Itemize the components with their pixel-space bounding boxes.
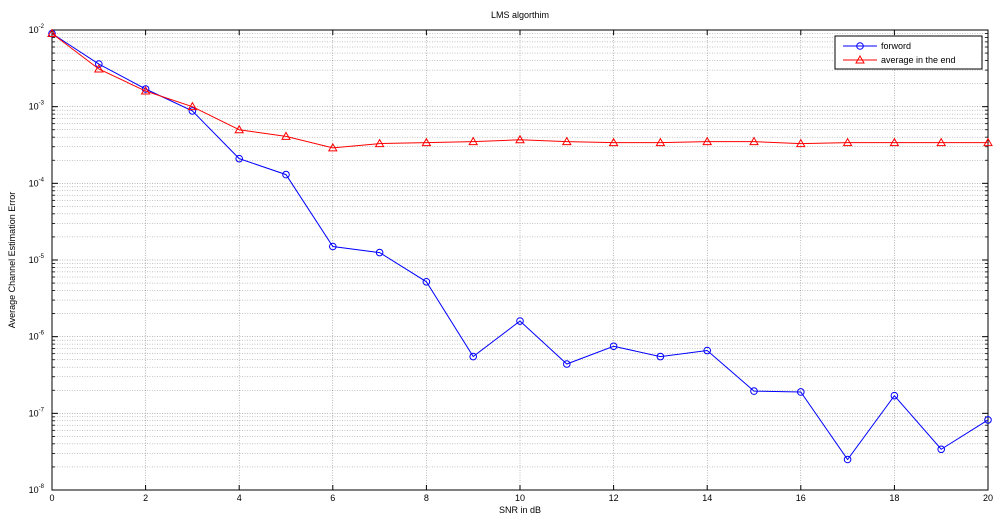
data-point-forword [843, 455, 852, 464]
data-point-average-in-the-end [655, 137, 666, 147]
series-layer [47, 28, 993, 464]
data-point-average-in-the-end [983, 137, 993, 147]
data-point-average-in-the-end [234, 124, 245, 134]
data-point-forword [984, 416, 992, 424]
legend-marker-shape [856, 42, 864, 50]
data-point-average-in-the-end [608, 137, 619, 147]
y-axis-label: Average Channel Estimation Error [7, 192, 17, 328]
x-tick-label: 8 [424, 493, 429, 503]
data-point-forword [282, 170, 290, 179]
data-point-average-in-the-end [93, 63, 104, 73]
x-tick-label: 14 [702, 493, 712, 503]
data-point-average-in-the-end [936, 137, 947, 147]
data-point-forword [797, 388, 805, 396]
series-line-forword [51, 33, 989, 461]
x-tick-label: 18 [889, 493, 899, 503]
x-tick-label: 2 [143, 493, 148, 503]
legend-marker-triangle [855, 54, 865, 64]
legend-entry-average-in-the-end: average in the end [843, 54, 956, 65]
x-tick-label: 4 [237, 493, 242, 503]
data-point-average-in-the-end [281, 131, 291, 140]
series-average-in-the-end [47, 28, 993, 152]
x-tick-label: 6 [330, 493, 335, 503]
y-tick-label: 10-4 [29, 177, 45, 188]
data-point-average-in-the-end [515, 134, 525, 144]
legend-marker-circle [856, 42, 864, 50]
data-point-forword [235, 154, 243, 163]
data-point-forword [890, 391, 899, 400]
y-tick-label: 10-7 [29, 407, 45, 418]
series-forword [48, 29, 992, 464]
data-point-forword [937, 445, 946, 454]
data-point-average-in-the-end [468, 136, 479, 146]
x-tick-label: 16 [796, 493, 806, 503]
y-tick-label: 10-3 [29, 101, 45, 112]
series-line-average-in-the-end [51, 33, 988, 149]
data-point-average-in-the-end [842, 137, 853, 147]
data-point-forword [563, 360, 571, 368]
chart-title: LMS algorthim [491, 10, 549, 20]
data-point-forword [469, 352, 478, 361]
data-point-forword [750, 387, 758, 395]
data-point-average-in-the-end [749, 136, 759, 146]
data-point-average-in-the-end [140, 86, 151, 95]
data-point-forword [329, 242, 337, 251]
data-point-average-in-the-end [374, 138, 385, 148]
data-point-forword [656, 352, 665, 361]
data-point-average-in-the-end [561, 136, 572, 146]
x-tick-label: 10 [515, 493, 525, 503]
y-tick-label: 10-5 [29, 254, 45, 265]
legend-label-forword: forword [881, 41, 911, 51]
legend: forword average in the end [834, 35, 983, 70]
data-point-forword [703, 346, 712, 355]
data-point-average-in-the-end [795, 138, 806, 148]
data-point-average-in-the-end [327, 142, 338, 152]
grid [51, 29, 989, 491]
data-point-forword [95, 60, 103, 68]
x-tick-label: 12 [609, 493, 619, 503]
legend-marker-shape [855, 54, 865, 64]
data-point-average-in-the-end [889, 137, 900, 147]
data-point-forword [188, 107, 197, 115]
x-tick-label: 0 [49, 493, 54, 503]
data-point-average-in-the-end [421, 137, 432, 147]
y-tick-label: 10-6 [29, 331, 45, 342]
data-point-forword [516, 317, 524, 325]
data-point-forword [375, 248, 384, 257]
data-point-forword [609, 342, 618, 351]
y-tick-label: 10-8 [29, 484, 45, 495]
data-point-average-in-the-end [187, 101, 198, 111]
data-point-average-in-the-end [702, 136, 713, 146]
data-point-forword [422, 277, 431, 286]
legend-entry-forword: forword [843, 41, 911, 51]
legend-label-average-in-the-end: average in the end [881, 55, 956, 65]
y-tick-label: 10-2 [29, 24, 45, 35]
data-point-average-in-the-end [47, 28, 57, 38]
x-tick-label: 20 [983, 493, 993, 503]
x-axis-label: SNR in dB [499, 505, 541, 515]
